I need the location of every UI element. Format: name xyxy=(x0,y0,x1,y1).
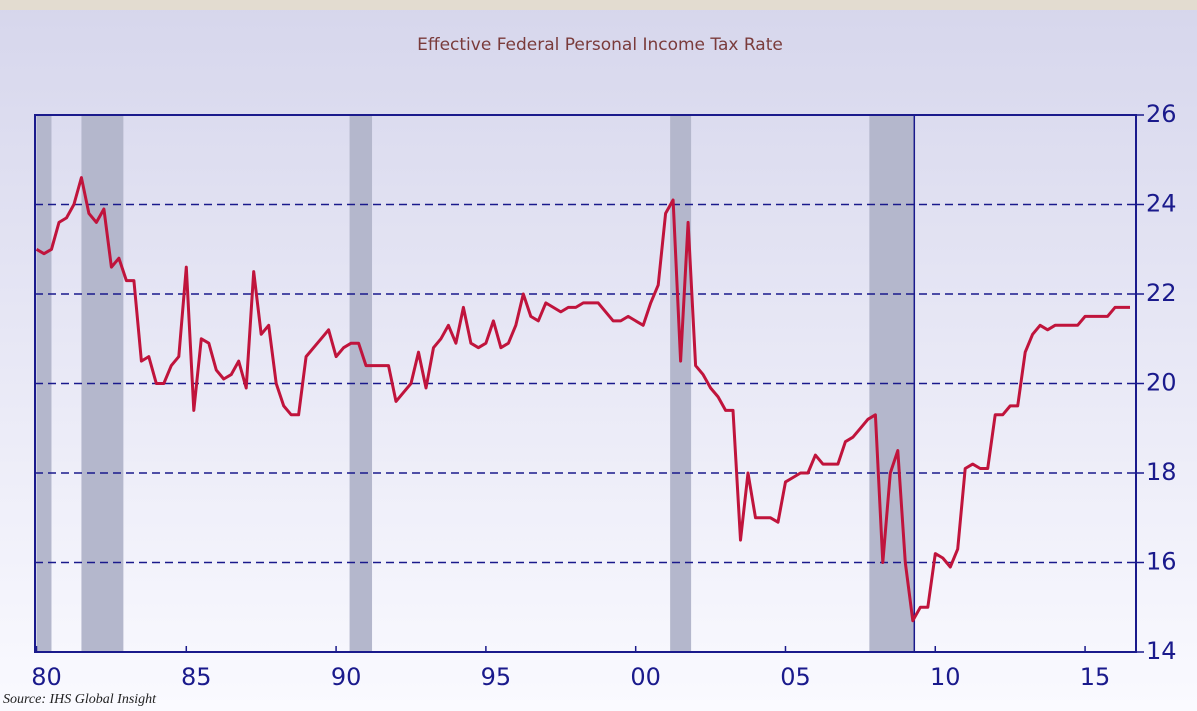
x-tick-label: 90 xyxy=(331,663,362,691)
y-tick-label: 18 xyxy=(1146,458,1177,486)
chart-title: Effective Federal Personal Income Tax Ra… xyxy=(417,35,783,55)
x-tick-label: 95 xyxy=(481,663,512,691)
recession-band xyxy=(36,115,52,652)
y-tick-label: 26 xyxy=(1146,100,1177,128)
x-tick-label: 85 xyxy=(181,663,212,691)
y-tick-label: 20 xyxy=(1146,369,1177,397)
y-tick-label: 14 xyxy=(1146,637,1177,665)
y-tick-label: 16 xyxy=(1146,548,1177,576)
x-tick-label: 80 xyxy=(31,663,62,691)
x-tick-label: 05 xyxy=(780,663,811,691)
source: Source: IHS Global Insight xyxy=(3,692,157,707)
x-tick-label: 00 xyxy=(630,663,661,691)
y-tick-label: 24 xyxy=(1146,190,1177,218)
top-band xyxy=(0,0,1197,10)
x-tick-label: 15 xyxy=(1080,663,1111,691)
y-tick-label: 22 xyxy=(1146,279,1177,307)
plot-frame xyxy=(34,114,1137,653)
line-series xyxy=(35,176,1130,623)
x-tick-label: 10 xyxy=(930,663,961,691)
